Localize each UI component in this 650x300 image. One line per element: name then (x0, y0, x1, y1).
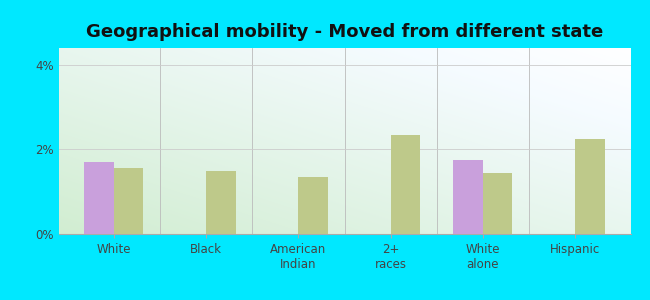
Legend: Clare, MI, Michigan: Clare, MI, Michigan (264, 296, 425, 300)
Bar (483, 173, 512, 234)
Bar (575, 139, 604, 234)
Bar (391, 135, 420, 234)
Bar (84, 162, 114, 234)
Bar (114, 169, 144, 234)
Bar (453, 160, 483, 234)
Title: Geographical mobility - Moved from different state: Geographical mobility - Moved from diffe… (86, 23, 603, 41)
Bar (206, 171, 236, 234)
Bar (298, 177, 328, 234)
